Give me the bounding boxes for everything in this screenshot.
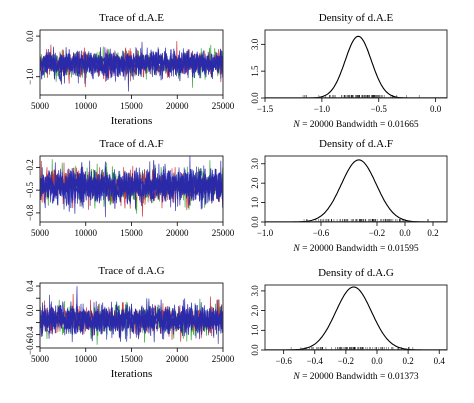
density-caption: = 20000 Bandwidth = 0.01595 [300, 244, 419, 254]
y-tick-label: 1.5 [250, 65, 260, 77]
trace-chain-overlay [40, 304, 223, 338]
x-tick-label: 10000 [75, 101, 98, 111]
x-tick-label: 5000 [31, 354, 50, 364]
x-axis-label: N = 20000 Bandwidth = 0.01373 [292, 372, 419, 382]
y-tick-label: 3.0 [250, 285, 260, 297]
x-tick-label: 20000 [166, 228, 189, 238]
x-tick-label: 20000 [166, 101, 189, 111]
x-tick-label: 10000 [75, 228, 98, 238]
x-tick-label: 0.4 [434, 356, 446, 366]
y-tick-label: 3.0 [250, 158, 260, 170]
panel-title: Density of d.A.E [319, 12, 394, 24]
density-caption: = 20000 Bandwidth = 0.01373 [300, 372, 419, 382]
trace-series [40, 41, 223, 92]
x-tick-label: −0.4 [307, 356, 324, 366]
x-tick-label: −1.5 [257, 104, 274, 114]
panel-title: Density of d.A.G [318, 267, 394, 279]
density-curve [265, 159, 447, 222]
x-axis-label: Iterations [111, 115, 153, 127]
trace-chain-overlay [40, 167, 223, 209]
n-symbol: N [292, 244, 300, 254]
y-tick-label: 1.0 [250, 324, 260, 336]
n-symbol: N [292, 372, 300, 382]
x-tick-label: 5000 [31, 101, 50, 111]
y-tick-label: 2.0 [250, 177, 260, 189]
trace-chain-overlay [40, 303, 223, 336]
plot-frame [264, 29, 448, 99]
x-tick-label: 0.0 [399, 228, 411, 238]
x-tick-label: −0.2 [338, 356, 354, 366]
y-tick-label: 1.0 [250, 196, 260, 208]
x-tick-label: −0.6 [313, 228, 330, 238]
plot-frame [264, 155, 448, 223]
density-caption: = 20000 Bandwidth = 0.01665 [300, 120, 419, 130]
x-axis-label: Iterations [111, 368, 153, 380]
x-axis-label: N = 20000 Bandwidth = 0.01665 [292, 120, 419, 130]
x-tick-label: −1.0 [257, 228, 274, 238]
y-tick-label: −1.0 [25, 68, 35, 85]
y-tick-label: −0.2 [25, 159, 35, 175]
plot-frame [264, 284, 448, 351]
x-tick-label: −0.5 [371, 104, 388, 114]
y-tick-label: −0.4 [25, 326, 35, 343]
x-tick-label: −0.2 [369, 228, 385, 238]
n-symbol: N [292, 120, 300, 130]
density-series [265, 35, 447, 98]
x-tick-label: 25000 [212, 101, 235, 111]
y-tick-label: 0.0 [250, 216, 260, 228]
y-tick-label: −0.5 [25, 181, 35, 198]
x-tick-label: 5000 [31, 228, 50, 238]
trace-series [40, 156, 223, 218]
density-curve [265, 286, 447, 350]
y-tick-label: 0.0 [25, 30, 35, 42]
trace-series [40, 286, 223, 345]
panel-title: Trace of d.A.G [98, 265, 164, 277]
y-tick-label: 2.0 [250, 304, 260, 316]
x-tick-label: 0.2 [427, 228, 438, 238]
density-series [265, 159, 447, 222]
panel-3: Density of d.A.F 0.0 1.0 2.0 3.0 −1.0 −0.6 −0.2… [250, 138, 448, 254]
y-tick-label: −0.6 [25, 338, 35, 355]
x-tick-label: 25000 [212, 228, 235, 238]
x-tick-label: 0.2 [402, 356, 413, 366]
x-tick-label: 15000 [120, 228, 143, 238]
y-tick-label: −0.8 [25, 204, 35, 221]
panel-title: Density of d.A.F [319, 138, 393, 150]
panel-title: Trace of d.A.E [99, 12, 164, 24]
x-tick-label: 15000 [120, 101, 143, 111]
y-tick-label: 3.0 [250, 38, 260, 50]
x-tick-label: 0.0 [371, 356, 383, 366]
panel-2: Trace of d.A.F −0.2 −0.5 −0.8 5000 10000 15000… [25, 138, 235, 238]
trace-chain-overlay [40, 48, 223, 85]
x-tick-label: 15000 [120, 354, 143, 364]
density-series [265, 286, 447, 350]
x-tick-label: −0.6 [276, 356, 293, 366]
y-tick-label: 0.0 [250, 92, 260, 104]
y-tick-label: 0.0 [25, 304, 35, 316]
x-tick-label: 25000 [212, 354, 235, 364]
panel-0: Trace of d.A.E 0.0 −1.0 5000 10000 15000 20000… [25, 12, 235, 127]
panel-1: Density of d.A.E 0.0 1.5 3.0 −1.5 −1.0 −0.5 0.0… [250, 12, 448, 130]
y-tick-label: 0.4 [25, 280, 35, 292]
x-tick-label: −1.0 [314, 104, 331, 114]
x-tick-label: 10000 [75, 354, 98, 364]
x-axis-label: N = 20000 Bandwidth = 0.01595 [292, 244, 419, 254]
density-curve [265, 35, 447, 98]
y-tick-label: 0.0 [250, 344, 260, 356]
panel-5: Density of d.A.G 0.0 1.0 2.0 3.0 −0.6 −0.4 −0.2… [250, 267, 448, 382]
x-tick-label: 20000 [166, 354, 189, 364]
x-tick-label: 0.0 [430, 104, 442, 114]
panel-title: Trace of d.A.F [99, 138, 163, 150]
